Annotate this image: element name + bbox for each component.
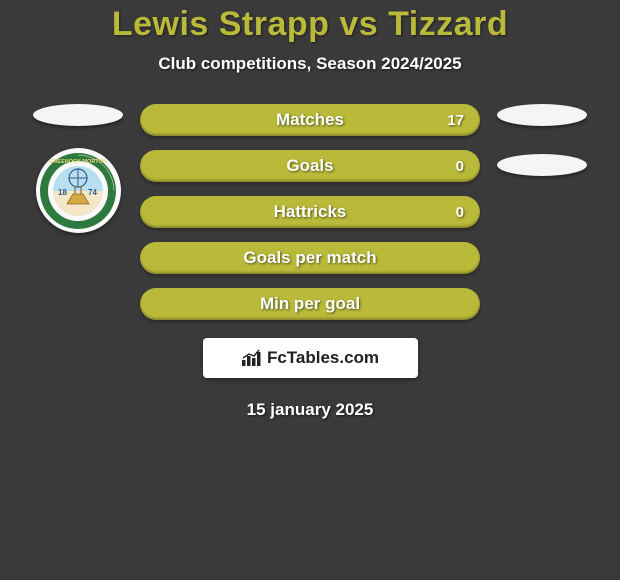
stat-label: Matches: [276, 110, 344, 130]
date-text: 15 january 2025: [247, 400, 374, 420]
stats-column: Matches 17 Goals 0 Hattricks 0 Goals per…: [140, 104, 480, 320]
stat-row-goals-per-match: Goals per match: [140, 242, 480, 274]
stat-row-hattricks: Hattricks 0: [140, 196, 480, 228]
svg-text:74: 74: [88, 188, 97, 197]
stat-label: Goals per match: [243, 248, 376, 268]
stat-label: Goals: [286, 156, 333, 176]
svg-text:18: 18: [58, 188, 67, 197]
stat-row-goals: Goals 0: [140, 150, 480, 182]
svg-text:GREENOCK MORTON: GREENOCK MORTON: [49, 159, 107, 165]
player-placeholder-right-1: [497, 104, 587, 126]
left-column: 18 74 GREENOCK MORTON: [28, 104, 128, 233]
stat-row-min-per-goal: Min per goal: [140, 288, 480, 320]
player-placeholder-right-2: [497, 154, 587, 176]
page-title: Lewis Strapp vs Tizzard: [112, 5, 508, 44]
club-crest-icon: 18 74 GREENOCK MORTON: [39, 152, 117, 230]
page-subtitle: Club competitions, Season 2024/2025: [158, 54, 461, 74]
stat-value: 0: [456, 204, 464, 221]
branding-text: FcTables.com: [267, 348, 379, 368]
player-placeholder-left: [33, 104, 123, 126]
right-column: [492, 104, 592, 198]
stat-label: Hattricks: [274, 202, 347, 222]
stat-value: 17: [447, 112, 464, 129]
stat-value: 0: [456, 158, 464, 175]
chart-icon: [241, 349, 263, 367]
stat-row-matches: Matches 17: [140, 104, 480, 136]
club-badge: 18 74 GREENOCK MORTON: [36, 148, 121, 233]
branding-badge: FcTables.com: [203, 338, 418, 378]
stats-area: 18 74 GREENOCK MORTON Matches 17 Goals 0…: [0, 104, 620, 320]
stat-label: Min per goal: [260, 294, 360, 314]
